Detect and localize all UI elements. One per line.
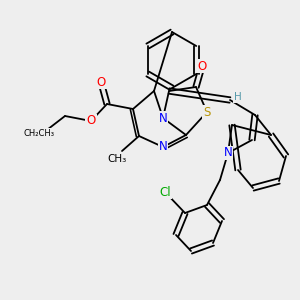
Text: CH₂CH₃: CH₂CH₃ [23, 128, 55, 137]
Text: N: N [224, 146, 232, 160]
Text: S: S [203, 106, 211, 118]
Text: N: N [159, 140, 167, 154]
Text: N: N [159, 112, 167, 124]
Text: O: O [96, 76, 106, 88]
Text: H: H [234, 92, 242, 102]
Text: CH₃: CH₃ [107, 154, 127, 164]
Text: O: O [197, 59, 207, 73]
Text: Cl: Cl [159, 185, 171, 199]
Text: O: O [86, 115, 96, 128]
